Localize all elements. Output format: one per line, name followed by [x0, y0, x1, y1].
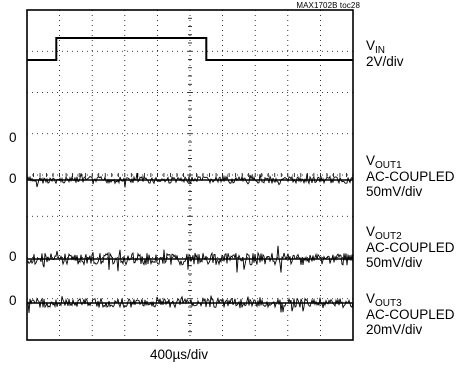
- plot-frame: [26, 9, 354, 341]
- channel-scale: 50mV/div: [366, 255, 423, 270]
- channel-subscript: IN: [375, 45, 386, 56]
- trace-vout2: [26, 245, 354, 273]
- figure-tag: MAX1702B toc28: [296, 1, 360, 10]
- channel-label-vout1: VOUT1 AC-COUPLED 50mV/div: [366, 153, 455, 200]
- channel-subscript: OUT2: [375, 231, 402, 242]
- channel-scale: 2V/div: [366, 53, 404, 69]
- channel-name: V: [366, 38, 376, 53]
- channel-label-vout3: VOUT3 AC-COUPLED 20mV/div: [366, 291, 455, 338]
- channel-scale: 50mV/div: [366, 184, 423, 199]
- channel-coupling: AC-COUPLED: [366, 168, 455, 184]
- channel-label-vin: VIN 2V/div: [366, 38, 404, 69]
- timebase-label: 400µs/div: [150, 347, 209, 362]
- channel-subscript: OUT3: [375, 298, 402, 309]
- channel-name: V: [366, 153, 376, 168]
- channel-name: V: [366, 291, 376, 306]
- ground-marker-vin: 0: [9, 130, 17, 145]
- ground-marker-vout2: 0: [9, 249, 17, 264]
- trace-vin: [27, 37, 353, 61]
- channel-name: V: [366, 224, 376, 239]
- ground-marker-vout3: 0: [9, 293, 17, 308]
- scope-traces: [26, 37, 354, 313]
- scope-grid: [26, 9, 354, 341]
- channel-scale: 20mV/div: [366, 322, 423, 337]
- channel-coupling: AC-COUPLED: [366, 239, 455, 255]
- channel-coupling: AC-COUPLED: [366, 306, 455, 322]
- ground-marker-vout1: 0: [9, 171, 17, 186]
- channel-label-vout2: VOUT2 AC-COUPLED 50mV/div: [366, 224, 455, 271]
- channel-subscript: OUT1: [375, 160, 402, 171]
